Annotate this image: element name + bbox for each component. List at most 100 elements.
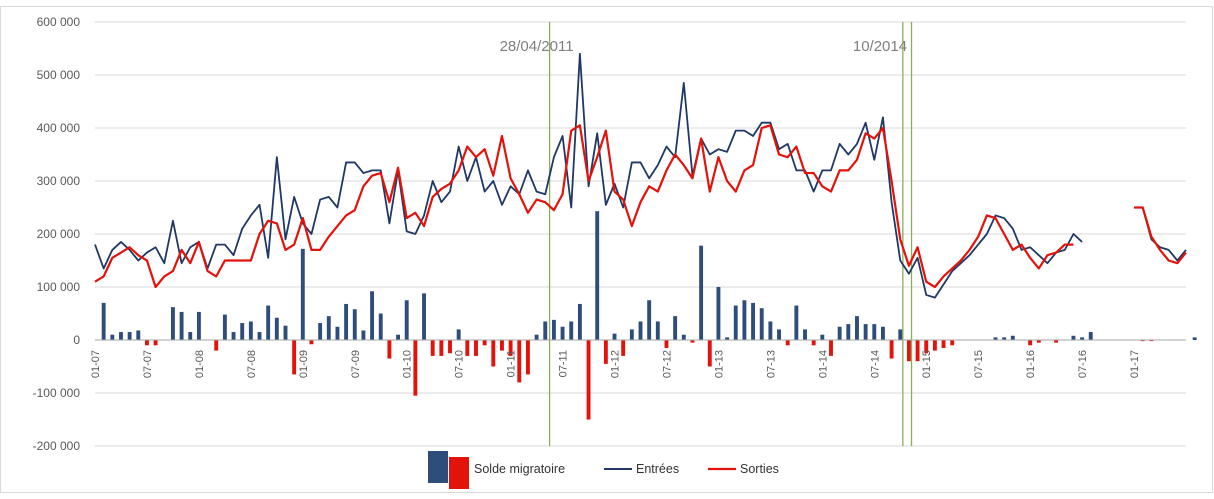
y-tick-label: 200 000 bbox=[37, 227, 81, 241]
y-tick-label: 400 000 bbox=[37, 121, 81, 135]
solde-bar bbox=[681, 334, 686, 340]
solde-bar bbox=[222, 314, 227, 340]
solde-bar bbox=[1088, 332, 1093, 340]
x-tick-label: 07-16 bbox=[1077, 350, 1089, 378]
solde-bar bbox=[829, 340, 833, 356]
x-tick-label: 01-10 bbox=[402, 350, 414, 378]
solde-bar bbox=[993, 337, 998, 340]
solde-bar bbox=[404, 300, 409, 340]
solde-bar bbox=[846, 324, 851, 340]
solde-bar bbox=[1002, 337, 1007, 340]
x-tick-label: 01-16 bbox=[1025, 350, 1037, 378]
annotation-label: 28/04/2011 bbox=[500, 38, 574, 55]
x-tick-label: 01-12 bbox=[610, 350, 622, 378]
solde-bar bbox=[352, 309, 357, 340]
solde-bar bbox=[577, 303, 582, 340]
solde-bar bbox=[170, 307, 175, 340]
solde-bar bbox=[300, 248, 305, 340]
solde-bar bbox=[820, 334, 825, 340]
legend-label-solde: Solde migratoire bbox=[474, 462, 565, 476]
solde-bar bbox=[673, 316, 678, 340]
x-tick-label: 01-07 bbox=[90, 350, 102, 378]
solde-bar bbox=[690, 340, 695, 343]
x-tick-label: 07-07 bbox=[142, 350, 154, 378]
solde-bar bbox=[119, 332, 123, 340]
solde-bar bbox=[794, 305, 799, 340]
solde-bar bbox=[586, 340, 591, 420]
solde-bar bbox=[759, 308, 764, 340]
solde-bar bbox=[465, 340, 470, 356]
solde-bar bbox=[257, 332, 262, 340]
solde-bar bbox=[456, 329, 461, 340]
solde-bar bbox=[309, 340, 314, 345]
solde-bar bbox=[500, 340, 504, 351]
legend-label-sorties: Sorties bbox=[740, 462, 779, 476]
x-tick-label: 01-17 bbox=[1129, 350, 1141, 378]
solde-bar bbox=[543, 321, 548, 340]
solde-bar bbox=[725, 337, 730, 340]
solde-bar bbox=[716, 287, 721, 340]
legend-swatch-solde-pos bbox=[428, 451, 448, 483]
solde-bar bbox=[742, 300, 747, 340]
solde-bar bbox=[1054, 340, 1059, 343]
solde-bar bbox=[707, 340, 712, 367]
legend-swatch-solde-neg bbox=[449, 457, 469, 489]
x-tick-label: 07-09 bbox=[350, 350, 362, 378]
solde-bar bbox=[179, 311, 184, 340]
solde-bar bbox=[915, 340, 920, 362]
solde-bar bbox=[101, 302, 106, 340]
solde-bar bbox=[932, 340, 937, 351]
x-tick-label: 07-10 bbox=[454, 350, 466, 378]
y-tick-label: 0 bbox=[73, 333, 80, 347]
x-tick-label: 07-15 bbox=[973, 350, 985, 378]
solde-bar bbox=[474, 340, 478, 356]
solde-bar bbox=[906, 340, 911, 362]
x-tick-label: 01-09 bbox=[298, 350, 310, 378]
solde-bar bbox=[551, 319, 556, 340]
solde-bar bbox=[525, 340, 530, 375]
solde-bar bbox=[266, 305, 271, 340]
solde-bar bbox=[387, 340, 392, 359]
solde-bar bbox=[370, 291, 375, 340]
y-tick-label: 500 000 bbox=[37, 68, 81, 82]
solde-bar bbox=[664, 340, 669, 348]
solde-bar bbox=[699, 245, 704, 340]
chart-frame bbox=[0, 6, 1213, 493]
solde-bar bbox=[1080, 337, 1085, 340]
y-tick-label: 100 000 bbox=[37, 280, 81, 294]
solde-bar bbox=[188, 332, 193, 340]
solde-bar bbox=[196, 311, 201, 340]
solde-bar bbox=[855, 316, 859, 340]
solde-bar bbox=[950, 340, 955, 346]
solde-bar bbox=[344, 303, 349, 340]
solde-bar bbox=[248, 321, 253, 340]
solde-bar bbox=[603, 340, 608, 364]
solde-bar bbox=[1010, 335, 1015, 340]
solde-bar bbox=[629, 329, 634, 340]
y-tick-label: -200 000 bbox=[33, 439, 81, 453]
solde-bar bbox=[889, 340, 894, 359]
x-tick-label: 01-11 bbox=[506, 350, 518, 377]
solde-bar bbox=[924, 340, 929, 354]
solde-bar bbox=[517, 340, 522, 383]
x-tick-label: 07-08 bbox=[246, 350, 258, 378]
solde-bar bbox=[647, 300, 652, 340]
solde-bar bbox=[508, 340, 513, 356]
solde-bar bbox=[292, 340, 297, 375]
solde-bar bbox=[491, 340, 496, 367]
solde-bar bbox=[1028, 340, 1033, 346]
x-tick-label: 01-15 bbox=[921, 350, 933, 378]
solde-bar bbox=[595, 211, 600, 340]
solde-bar bbox=[811, 340, 816, 346]
solde-bar bbox=[612, 333, 617, 340]
solde-bar bbox=[1071, 335, 1076, 340]
solde-bar bbox=[621, 340, 626, 356]
solde-bar bbox=[318, 323, 323, 340]
solde-bar bbox=[733, 305, 738, 340]
solde-bar bbox=[335, 326, 340, 340]
x-tick-label: 07-14 bbox=[869, 350, 881, 378]
solde-bar bbox=[439, 340, 444, 356]
solde-bar bbox=[145, 340, 149, 346]
